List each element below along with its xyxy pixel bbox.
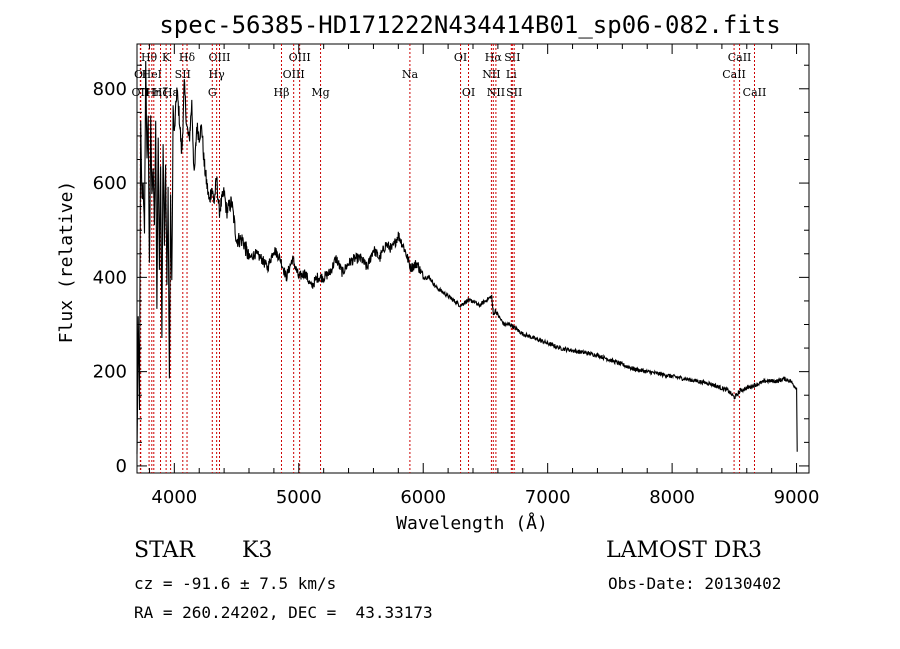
spectral-line-label: SII (175, 68, 191, 81)
spectral-line-label: Hε (163, 86, 179, 99)
spectral-line-label: OIII (208, 51, 230, 64)
spectral-line-label: Hγ (209, 68, 226, 81)
spectral-line-label: K (162, 51, 171, 64)
spectral-line-label: Hα (485, 51, 503, 64)
subclass: K3 (242, 538, 273, 563)
spectral-line-label: SII (504, 51, 520, 64)
x-axis-label: Wavelength (Å) (396, 512, 548, 534)
spectral-line-label: OI (454, 51, 467, 64)
y-tick-label: 600 (93, 173, 127, 194)
x-tick-label: 4000 (151, 487, 197, 508)
spectral-line-label: Hζ (153, 86, 169, 99)
spectral-line-label: Hη (146, 86, 162, 99)
spectral-line-label: G (208, 86, 217, 99)
x-tick-label: 9000 (774, 487, 820, 508)
chart-title: spec-56385-HD171222N434414B01_sp06-082.f… (159, 11, 780, 39)
spectral-line-label: SII (506, 86, 522, 99)
x-tick-label: 8000 (649, 487, 695, 508)
spectral-line-label: OI (134, 68, 147, 81)
spectral-line-label: Na (402, 68, 419, 81)
object-class: STAR (134, 538, 195, 563)
survey-name: LAMOST DR3 (606, 538, 762, 563)
spectral-line-label: Hδ (179, 51, 196, 64)
y-tick-label: 200 (93, 362, 127, 383)
x-tick-label: 6000 (400, 487, 446, 508)
y-tick-label: 800 (93, 79, 127, 100)
spectrum-line (136, 60, 798, 454)
y-tick-label: 0 (116, 456, 127, 477)
coordinates: RA = 260.24202, DEC = 43.33173 (134, 603, 433, 622)
y-tick-label: 400 (93, 267, 127, 288)
spectral-line-label: NII (487, 86, 505, 99)
spectral-line-label: Hβ (274, 86, 290, 99)
obs-date: Obs-Date: 20130402 (608, 574, 782, 593)
spectral-line-label: NII (482, 68, 500, 81)
x-tick-label: 7000 (525, 487, 571, 508)
spectral-line-label: HeI (142, 68, 162, 81)
spectral-line-label: OIII (289, 51, 311, 64)
spectral-line-label: Mg (311, 86, 329, 99)
spectral-line-label: Li (506, 68, 517, 81)
spectral-line-label: OIII (283, 68, 305, 81)
spectral-line-label: CaII (722, 68, 746, 81)
velocity-readout: cz = -91.6 ± 7.5 km/s (134, 574, 337, 593)
y-axis-label: Flux (relative) (56, 181, 77, 344)
spectral-line-label: CaII (728, 51, 752, 64)
spectral-line-label: OI (462, 86, 475, 99)
spectral-line-label: Hθ (141, 51, 158, 64)
spectral-line-label: CaII (743, 86, 767, 99)
plot-area (136, 43, 810, 474)
x-tick-label: 5000 (276, 487, 322, 508)
